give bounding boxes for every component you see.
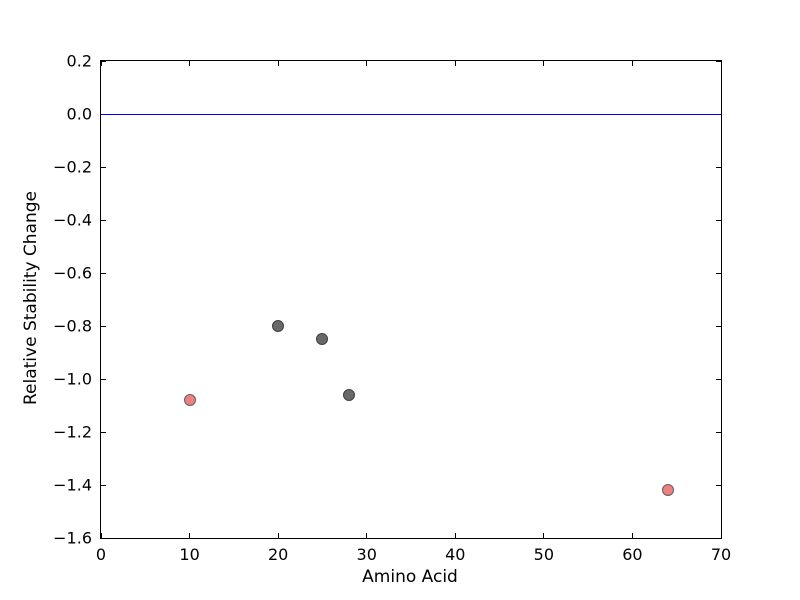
x-tick-mark-top <box>454 61 456 66</box>
y-tick-label: −0.6 <box>53 263 92 283</box>
y-tick-mark-right <box>716 272 721 274</box>
y-tick-label: 0.2 <box>66 51 92 71</box>
x-tick-label: 60 <box>622 545 643 564</box>
x-tick-mark-top <box>631 61 633 66</box>
y-tick-label: −1.4 <box>53 475 92 495</box>
x-tick-label: 30 <box>356 545 377 564</box>
x-tick-mark <box>100 533 102 538</box>
scatter-point-red-points <box>661 484 674 497</box>
y-tick-mark-right <box>716 537 721 539</box>
y-tick-label: −0.8 <box>53 316 92 336</box>
y-tick-mark-right <box>716 219 721 221</box>
scatter-point-red-points <box>183 394 196 407</box>
y-tick-mark <box>101 60 106 62</box>
y-tick-mark-right <box>716 378 721 380</box>
x-tick-label: 40 <box>445 545 466 564</box>
zero-reference-line <box>101 113 721 115</box>
x-tick-mark <box>277 533 279 538</box>
y-tick-label: −0.4 <box>53 210 92 230</box>
y-tick-mark-right <box>716 431 721 433</box>
y-tick-mark <box>101 272 106 274</box>
scatter-point-gray-points <box>343 388 355 401</box>
y-tick-mark <box>101 166 106 168</box>
y-tick-mark <box>101 484 106 486</box>
y-tick-label: −1.2 <box>53 422 92 442</box>
x-tick-label: 0 <box>95 545 107 564</box>
y-tick-mark <box>101 219 106 221</box>
x-tick-label: 50 <box>533 545 555 564</box>
y-tick-mark-right <box>716 325 721 327</box>
x-tick-mark <box>366 533 368 538</box>
y-tick-label: −0.2 <box>53 157 92 177</box>
scatter-point-gray-points <box>272 320 285 332</box>
y-tick-mark <box>101 431 106 433</box>
x-tick-mark-top <box>543 61 545 66</box>
x-tick-mark-top <box>277 61 279 66</box>
y-tick-label: −1.0 <box>53 369 92 389</box>
x-tick-mark-top <box>189 61 191 66</box>
y-tick-mark-right <box>716 60 721 62</box>
x-tick-label: 10 <box>179 545 200 564</box>
y-tick-mark-right <box>716 166 721 168</box>
x-tick-mark <box>631 533 633 538</box>
x-tick-label: 20 <box>267 545 289 564</box>
y-axis-label: Relative Stability Change <box>21 190 41 406</box>
x-tick-mark <box>189 533 191 538</box>
x-tick-mark-top <box>720 61 722 66</box>
x-tick-mark-top <box>100 61 102 66</box>
x-tick-mark <box>720 533 722 538</box>
x-tick-mark <box>543 533 545 538</box>
x-tick-label: 70 <box>710 545 732 564</box>
x-tick-mark <box>454 533 456 538</box>
y-tick-label: 0.0 <box>66 104 92 124</box>
x-tick-mark-top <box>366 61 368 66</box>
y-tick-label: −1.6 <box>53 528 92 548</box>
y-tick-mark <box>101 378 106 380</box>
y-tick-mark <box>101 325 106 327</box>
y-tick-mark-right <box>716 484 721 486</box>
y-tick-mark <box>101 537 106 539</box>
plot-area: 0 10 20 30 40 50 60 70 0.2 0.0 −0.2 −0.4 −0.6 −0.8 −1.… <box>53 52 731 565</box>
x-axis-label: Amino Acid <box>362 567 458 587</box>
scatter-point-gray-points <box>316 333 329 346</box>
